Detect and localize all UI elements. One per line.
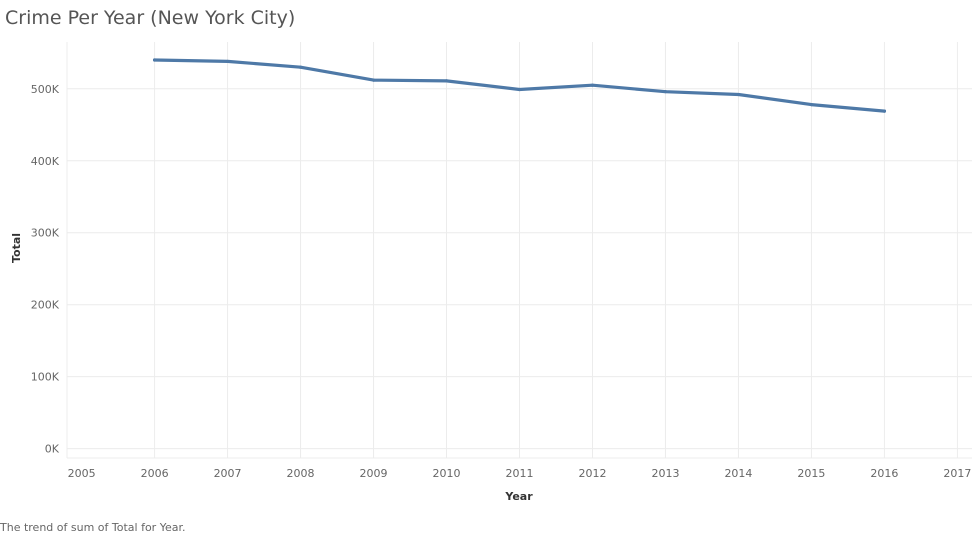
y-tick-label: 200K xyxy=(31,299,60,312)
x-axis: 2005 2006 2007 2008 2009 2010 2011 2012 2013 2014… xyxy=(68,467,972,480)
x-tick-label: 2016 xyxy=(870,467,898,480)
x-tick-label: 2009 xyxy=(360,467,388,480)
data-point xyxy=(809,103,814,107)
grid xyxy=(66,42,972,459)
y-tick-label: 500K xyxy=(31,83,60,96)
x-tick-label: 2006 xyxy=(141,467,169,480)
y-tick-label: 400K xyxy=(31,155,60,168)
data-point xyxy=(371,78,376,82)
data-point xyxy=(517,87,522,92)
y-tick-label: 300K xyxy=(31,227,60,240)
data-point xyxy=(882,109,887,113)
y-axis-label: Total xyxy=(10,233,23,263)
data-point xyxy=(225,59,230,64)
x-tick-label: 2007 xyxy=(214,467,242,480)
x-tick-label: 2015 xyxy=(797,467,825,480)
x-tick-label: 2013 xyxy=(651,467,679,480)
chart-caption: The trend of sum of Total for Year. xyxy=(0,521,186,534)
x-tick-label: 2008 xyxy=(287,467,315,480)
x-tick-label: 2014 xyxy=(724,467,752,480)
x-tick-label: 2012 xyxy=(578,467,606,480)
x-tick-label: 2010 xyxy=(433,467,461,480)
data-point xyxy=(736,92,741,97)
data-point xyxy=(663,90,668,94)
data-point xyxy=(444,79,449,83)
data-point xyxy=(590,83,595,87)
data-point xyxy=(298,65,303,69)
x-axis-label: Year xyxy=(504,490,533,503)
y-tick-label: 0K xyxy=(45,443,60,456)
x-tick-label: 2011 xyxy=(506,467,534,480)
y-tick-label: 100K xyxy=(31,371,60,384)
y-axis: 0K 100K 200K 300K 400K 500K xyxy=(31,83,60,456)
x-tick-label: 2005 xyxy=(68,467,96,480)
chart-title: Crime Per Year (New York City) xyxy=(5,7,296,29)
data-point xyxy=(152,58,157,62)
series xyxy=(152,58,887,113)
x-tick-label: 2017 xyxy=(943,467,971,480)
